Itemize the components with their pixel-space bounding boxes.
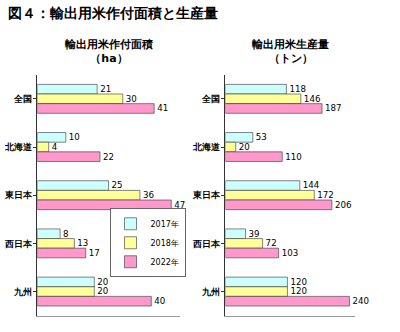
svg-text:東日本: 東日本: [4, 190, 33, 200]
svg-text:輸出用米生産量（トン）: 輸出用米生産量（トン）: [251, 38, 329, 65]
svg-text:120: 120: [290, 286, 307, 296]
svg-text:西日本: 西日本: [192, 239, 221, 249]
svg-text:187: 187: [325, 103, 342, 113]
svg-text:110: 110: [285, 152, 302, 162]
svg-text:8: 8: [63, 229, 69, 239]
svg-text:72: 72: [266, 238, 277, 248]
svg-text:41: 41: [157, 103, 168, 113]
svg-text:2022年: 2022年: [151, 258, 179, 267]
svg-text:全国: 全国: [201, 94, 220, 104]
svg-text:53: 53: [256, 132, 267, 142]
svg-text:全国: 全国: [13, 94, 32, 104]
svg-text:20: 20: [97, 277, 108, 287]
svg-text:2017年: 2017年: [151, 220, 179, 229]
svg-text:北海道: 北海道: [4, 142, 33, 152]
svg-text:25: 25: [112, 180, 123, 190]
svg-text:240: 240: [352, 296, 369, 306]
svg-text:図４：輸出用米作付面積と生産量: 図４：輸出用米作付面積と生産量: [8, 5, 218, 21]
svg-text:144: 144: [303, 180, 320, 190]
svg-text:4: 4: [52, 142, 58, 152]
svg-text:20: 20: [239, 142, 250, 152]
svg-text:東日本: 東日本: [192, 190, 221, 200]
svg-text:17: 17: [89, 248, 100, 258]
svg-text:21: 21: [100, 84, 111, 94]
svg-text:118: 118: [289, 84, 306, 94]
svg-text:206: 206: [335, 200, 352, 210]
svg-text:40: 40: [154, 296, 165, 306]
svg-text:10: 10: [69, 132, 80, 142]
svg-text:39: 39: [249, 229, 260, 239]
svg-text:九州: 九州: [201, 287, 220, 297]
svg-text:146: 146: [304, 94, 321, 104]
svg-text:120: 120: [290, 277, 307, 287]
svg-text:20: 20: [97, 286, 108, 296]
svg-text:北海道: 北海道: [192, 142, 221, 152]
svg-text:30: 30: [126, 94, 137, 104]
svg-text:22: 22: [103, 152, 114, 162]
svg-text:九州: 九州: [13, 287, 32, 297]
svg-text:2018年: 2018年: [151, 239, 179, 248]
svg-text:172: 172: [317, 190, 334, 200]
svg-text:輸出用米作付面積（ha）: 輸出用米作付面積（ha）: [64, 38, 153, 65]
svg-text:103: 103: [282, 248, 299, 258]
svg-text:西日本: 西日本: [4, 239, 33, 249]
svg-text:47: 47: [174, 200, 185, 210]
svg-text:36: 36: [143, 190, 154, 200]
svg-text:13: 13: [77, 238, 88, 248]
